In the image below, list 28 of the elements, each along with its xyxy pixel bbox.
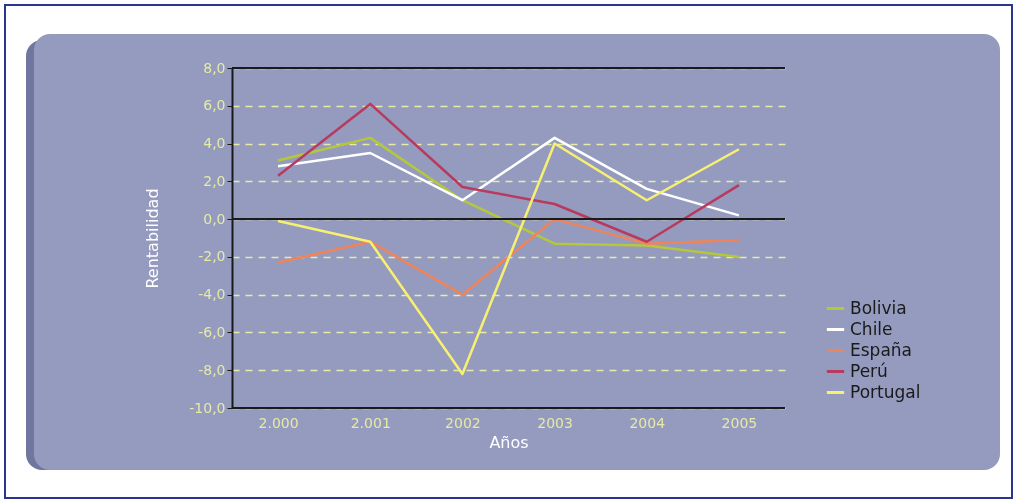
x-axis-title: Años bbox=[489, 432, 529, 452]
x-tick-label: 2.000 bbox=[258, 414, 299, 431]
line-series bbox=[276, 102, 741, 244]
y-tick-label: 6,0 bbox=[203, 97, 226, 114]
y-tick-label: 2,0 bbox=[203, 172, 226, 189]
y-tick-label: -2,0 bbox=[198, 248, 226, 265]
legend-label: España bbox=[850, 339, 912, 360]
line-series bbox=[276, 217, 741, 296]
legend-label: Bolivia bbox=[850, 297, 907, 318]
y-tick-label: -10,0 bbox=[189, 399, 226, 416]
legend-label: Perú bbox=[850, 360, 888, 381]
x-tick-label: 2005 bbox=[721, 414, 758, 431]
legend-label: Portugal bbox=[850, 381, 921, 402]
y-tick-label: -6,0 bbox=[198, 323, 226, 340]
line-series bbox=[276, 136, 741, 259]
x-tick-label: 2004 bbox=[629, 414, 666, 431]
legend-label: Chile bbox=[850, 318, 893, 339]
line-series bbox=[276, 142, 741, 376]
y-tick-label: 4,0 bbox=[203, 135, 226, 152]
y-axis-title: Rentabilidad bbox=[143, 188, 163, 289]
x-tick-label: 2002 bbox=[445, 414, 481, 431]
line-series bbox=[276, 136, 741, 217]
x-tick-label: 2003 bbox=[537, 414, 573, 431]
y-tick-label: 0,0 bbox=[203, 210, 226, 227]
y-tick-label: -4,0 bbox=[198, 286, 226, 303]
y-tick-label: -8,0 bbox=[198, 361, 226, 378]
y-tick-label: 8,0 bbox=[203, 59, 226, 76]
x-tick-label: 2.001 bbox=[350, 414, 391, 431]
